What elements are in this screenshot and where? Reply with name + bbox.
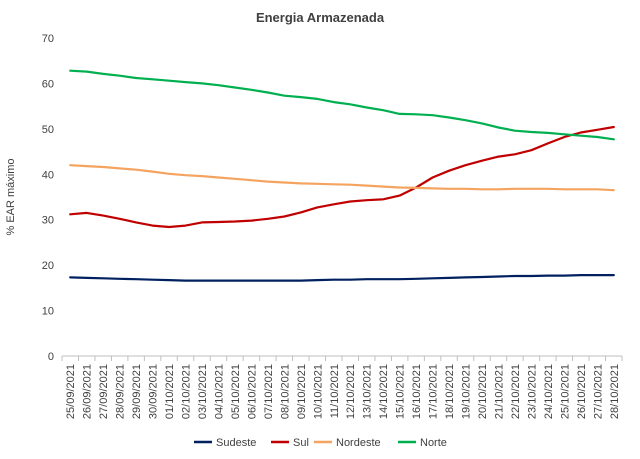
y-axis-ticks: 0 10 20 30 40 50 60 70 bbox=[42, 33, 54, 363]
x-tick-label: 28/09/2021 bbox=[115, 364, 127, 419]
y-tick-label: 20 bbox=[42, 260, 54, 272]
legend-label-norte: Norte bbox=[420, 437, 447, 449]
x-tick-label: 17/10/2021 bbox=[428, 364, 440, 419]
x-tick-label: 22/10/2021 bbox=[510, 364, 522, 419]
x-tick-label: 14/10/2021 bbox=[378, 364, 390, 419]
y-tick-label: 0 bbox=[48, 351, 54, 363]
x-tick-label: 19/10/2021 bbox=[461, 364, 473, 419]
y-tick-label: 30 bbox=[42, 215, 54, 227]
x-tick-label: 28/10/2021 bbox=[609, 364, 621, 419]
x-tick-label: 02/10/2021 bbox=[181, 364, 193, 419]
x-tick-label: 11/10/2021 bbox=[329, 364, 341, 418]
series-line-nordeste bbox=[69, 164, 615, 192]
legend-label-nordeste: Nordeste bbox=[336, 437, 381, 449]
x-tick-label: 16/10/2021 bbox=[411, 364, 423, 419]
y-tick-label: 60 bbox=[42, 78, 54, 90]
x-tick-label: 08/10/2021 bbox=[279, 364, 291, 419]
y-tick-label: 10 bbox=[42, 306, 54, 318]
x-tick-label: 04/10/2021 bbox=[213, 364, 225, 419]
legend-label-sudeste: Sudeste bbox=[216, 437, 256, 449]
x-tick-label: 26/09/2021 bbox=[82, 364, 94, 419]
x-tick-label: 20/10/2021 bbox=[477, 364, 489, 419]
y-axis-label: % EAR máximo bbox=[5, 158, 17, 235]
x-axis-ticks: 25/09/2021 26/09/2021 27/09/2021 28/09/2021… bbox=[61, 356, 623, 419]
x-tick-label: 30/09/2021 bbox=[148, 364, 160, 419]
x-tick-label: 09/10/2021 bbox=[296, 364, 308, 419]
x-tick-label: 26/10/2021 bbox=[576, 364, 588, 419]
x-tick-label: 29/09/2021 bbox=[131, 364, 143, 419]
series-line-sudeste bbox=[69, 274, 615, 282]
legend: Sudeste Sul Nordeste Norte bbox=[194, 437, 447, 449]
x-tick-label: 12/10/2021 bbox=[345, 364, 357, 419]
series-line-norte bbox=[69, 69, 615, 141]
x-tick-label: 01/10/2021 bbox=[164, 364, 176, 419]
x-tick-label: 18/10/2021 bbox=[444, 364, 456, 419]
x-tick-label: 27/10/2021 bbox=[592, 364, 604, 419]
x-tick-label: 13/10/2021 bbox=[362, 364, 374, 419]
chart-title: Energia Armazenada bbox=[256, 10, 385, 25]
x-tick-label: 21/10/2021 bbox=[493, 364, 505, 419]
y-tick-label: 70 bbox=[42, 33, 54, 45]
x-tick-label: 24/10/2021 bbox=[543, 364, 555, 419]
x-tick-label: 25/10/2021 bbox=[559, 364, 571, 419]
x-tick-label: 15/10/2021 bbox=[395, 364, 407, 419]
x-tick-label: 05/10/2021 bbox=[230, 364, 242, 419]
x-tick-label: 03/10/2021 bbox=[197, 364, 209, 419]
series-lines bbox=[69, 69, 615, 282]
x-tick-label: 06/10/2021 bbox=[246, 364, 258, 419]
series-line-sul bbox=[69, 125, 615, 229]
legend-label-sul: Sul bbox=[293, 437, 309, 449]
y-tick-label: 40 bbox=[42, 169, 54, 181]
x-tick-label: 07/10/2021 bbox=[263, 364, 275, 419]
y-tick-label: 50 bbox=[42, 124, 54, 136]
x-tick-label: 10/10/2021 bbox=[312, 364, 324, 419]
x-tick-label: 23/10/2021 bbox=[526, 364, 538, 419]
x-tick-label: 27/09/2021 bbox=[98, 364, 110, 419]
x-tick-label: 25/09/2021 bbox=[65, 364, 77, 419]
